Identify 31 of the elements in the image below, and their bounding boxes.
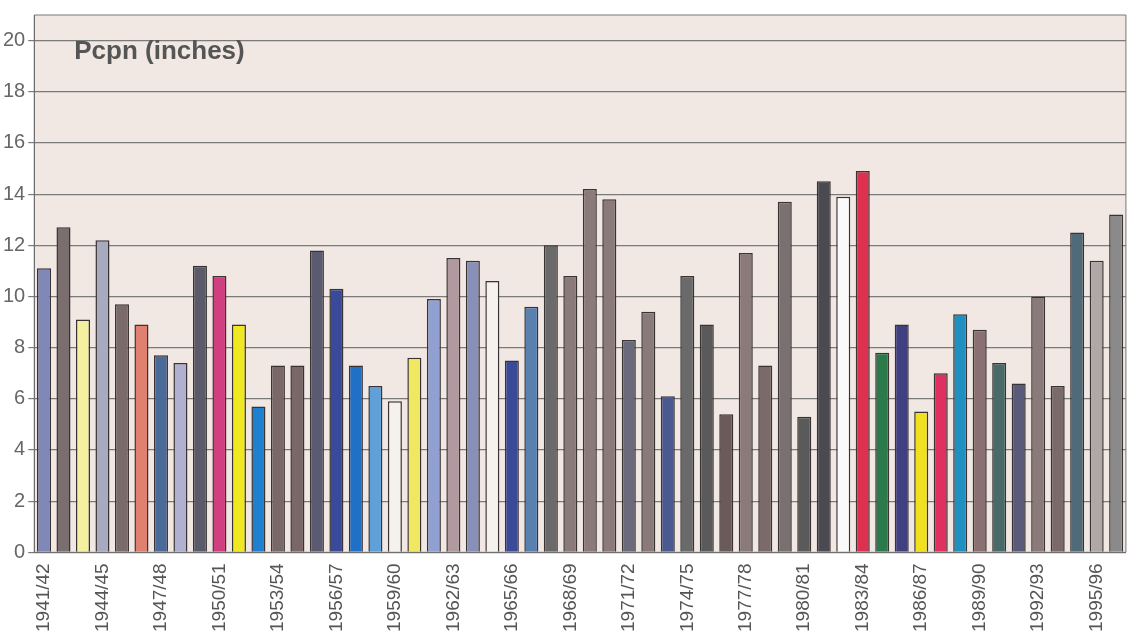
x-tick-label: 1980/81 [792,563,814,633]
y-tick-label: 20 [3,28,26,51]
text: Pcpn (inches) [74,35,245,66]
y-tick-label: 12 [3,232,26,255]
y-tick-label: 10 [3,283,26,306]
y-tick-label: 18 [3,79,26,102]
x-tick-label: 1995/96 [1084,563,1106,633]
x-tick-label: 1989/90 [967,563,989,633]
y-tick-label: 14 [3,181,26,204]
x-tick-label: 1992/93 [1026,563,1048,633]
x-tick-label: 1941/42 [32,563,54,633]
x-tick-label: 1944/45 [90,563,112,633]
y-tick-label: 4 [14,437,26,460]
x-tick-label: 1983/84 [850,562,872,633]
x-tick-label: 1950/51 [207,563,229,633]
x-tick-label: 1986/87 [909,563,931,633]
x-tick-label: 1968/69 [558,563,580,633]
x-tick-label: 1977/78 [734,563,756,633]
y-tick-label: 0 [14,539,26,562]
y-tick-label: 2 [14,488,26,511]
x-tick-label: 1962/63 [441,563,463,633]
x-tick-label: 1959/60 [383,563,405,633]
x-tick-label: 1974/75 [675,563,697,633]
y-tick-label: 8 [14,335,26,358]
x-tick-label: 1956/57 [324,563,346,633]
y-tick-label: 16 [3,130,26,153]
x-tick-label: 1971/72 [617,563,639,633]
y-tick-label: 6 [14,386,26,409]
x-tick-label: 1953/54 [266,562,288,633]
x-tick-label: 1947/48 [149,563,171,633]
x-tick-label: 1965/66 [500,563,522,633]
